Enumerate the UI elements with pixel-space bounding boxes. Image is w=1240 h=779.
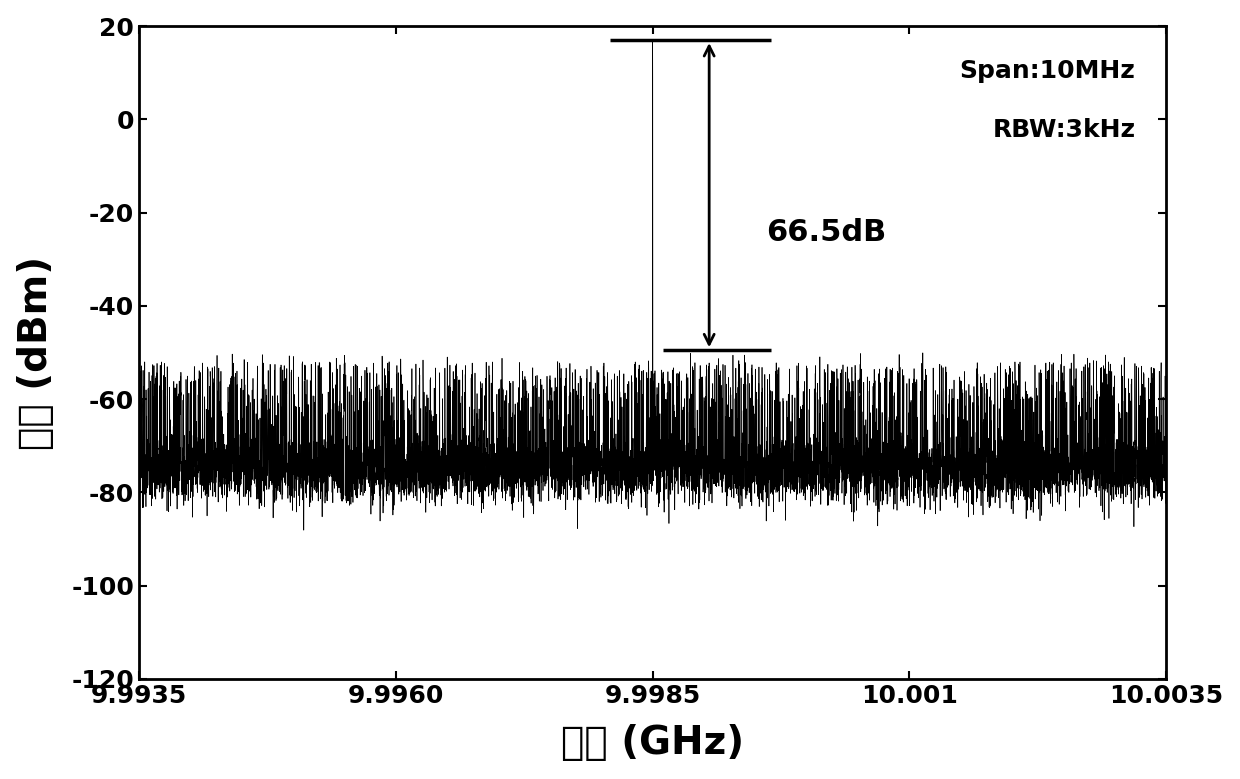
Text: RBW:3kHz: RBW:3kHz: [992, 118, 1136, 142]
Text: Span:10MHz: Span:10MHz: [960, 58, 1136, 83]
X-axis label: 频率 (GHz): 频率 (GHz): [562, 724, 744, 763]
Text: 66.5dB: 66.5dB: [765, 218, 885, 247]
Y-axis label: 功率 (dBm): 功率 (dBm): [16, 256, 55, 449]
